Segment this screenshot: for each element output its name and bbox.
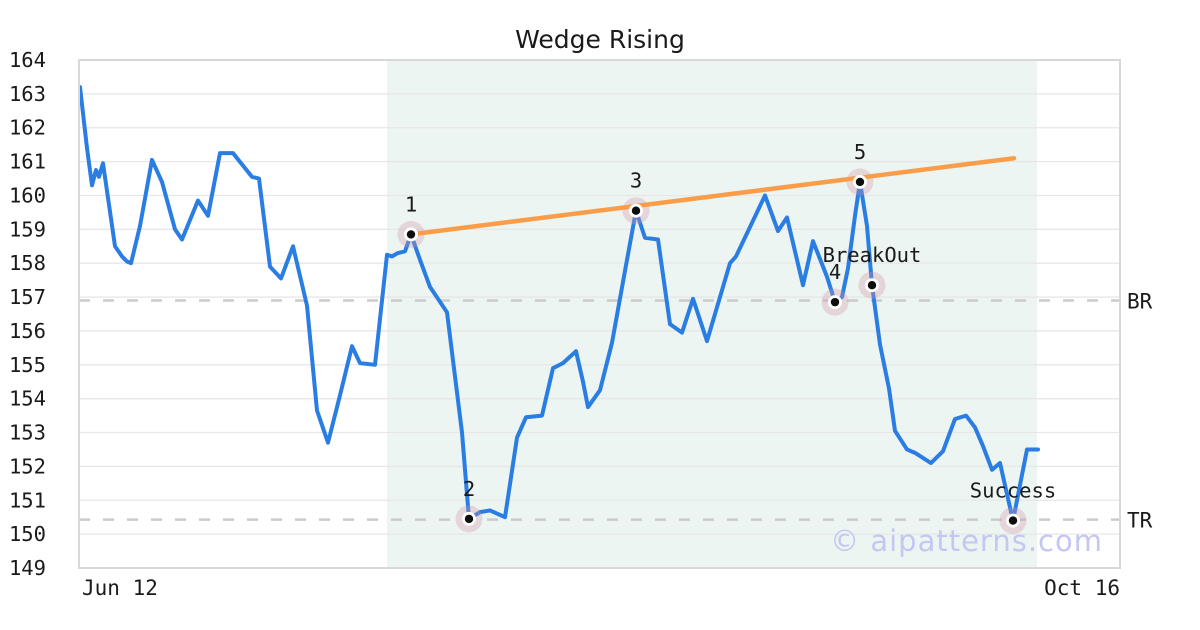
point-label-3: 3 (630, 169, 642, 193)
y-tick-label: 155 (9, 353, 46, 377)
y-tick-label: 164 (9, 48, 46, 72)
plot-border (78, 59, 1121, 569)
level-label-tr: TR (1127, 509, 1153, 533)
y-tick-label: 162 (9, 116, 46, 140)
y-tick-label: 154 (9, 387, 46, 411)
rising-wedge-upper-trendline (408, 155, 1017, 237)
pattern-point-marker-success (1008, 516, 1018, 525)
pattern-point-marker-breakout (867, 281, 877, 290)
pattern-point-marker-2 (464, 514, 474, 524)
price-line (78, 85, 1040, 523)
point-label-success: Success (970, 479, 1056, 503)
y-tick-label: 157 (9, 285, 46, 309)
level-label-br: BR (1127, 289, 1153, 313)
y-tick-label: 153 (9, 421, 46, 445)
x-tick-label-end: Oct 16 (1044, 576, 1120, 600)
point-label-4: 4 (829, 260, 841, 284)
x-tick-label-start: Jun 12 (82, 576, 158, 600)
chart-title: Wedge Rising (515, 25, 685, 54)
y-tick-label: 159 (9, 217, 46, 241)
pattern-point-marker-1 (406, 230, 416, 239)
pattern-point-marker-4 (830, 297, 840, 307)
point-label-1: 1 (405, 192, 417, 216)
point-label-2: 2 (463, 477, 475, 501)
y-tick-label: 149 (9, 556, 46, 580)
y-tick-label: 160 (9, 183, 46, 207)
point-label-5: 5 (854, 140, 866, 164)
y-tick-label: 158 (9, 251, 46, 275)
pattern-point-marker-5 (855, 177, 865, 187)
pattern-zone (387, 60, 1037, 568)
pattern-point-marker-3 (631, 206, 641, 215)
y-tick-label: 150 (9, 522, 46, 546)
y-tick-label: 156 (9, 319, 46, 343)
y-tick-label: 152 (9, 454, 46, 478)
point-label-breakout: BreakOut (823, 243, 922, 267)
y-tick-label: 161 (9, 150, 46, 174)
y-tick-label: 151 (9, 488, 46, 512)
y-tick-label: 163 (9, 82, 46, 106)
